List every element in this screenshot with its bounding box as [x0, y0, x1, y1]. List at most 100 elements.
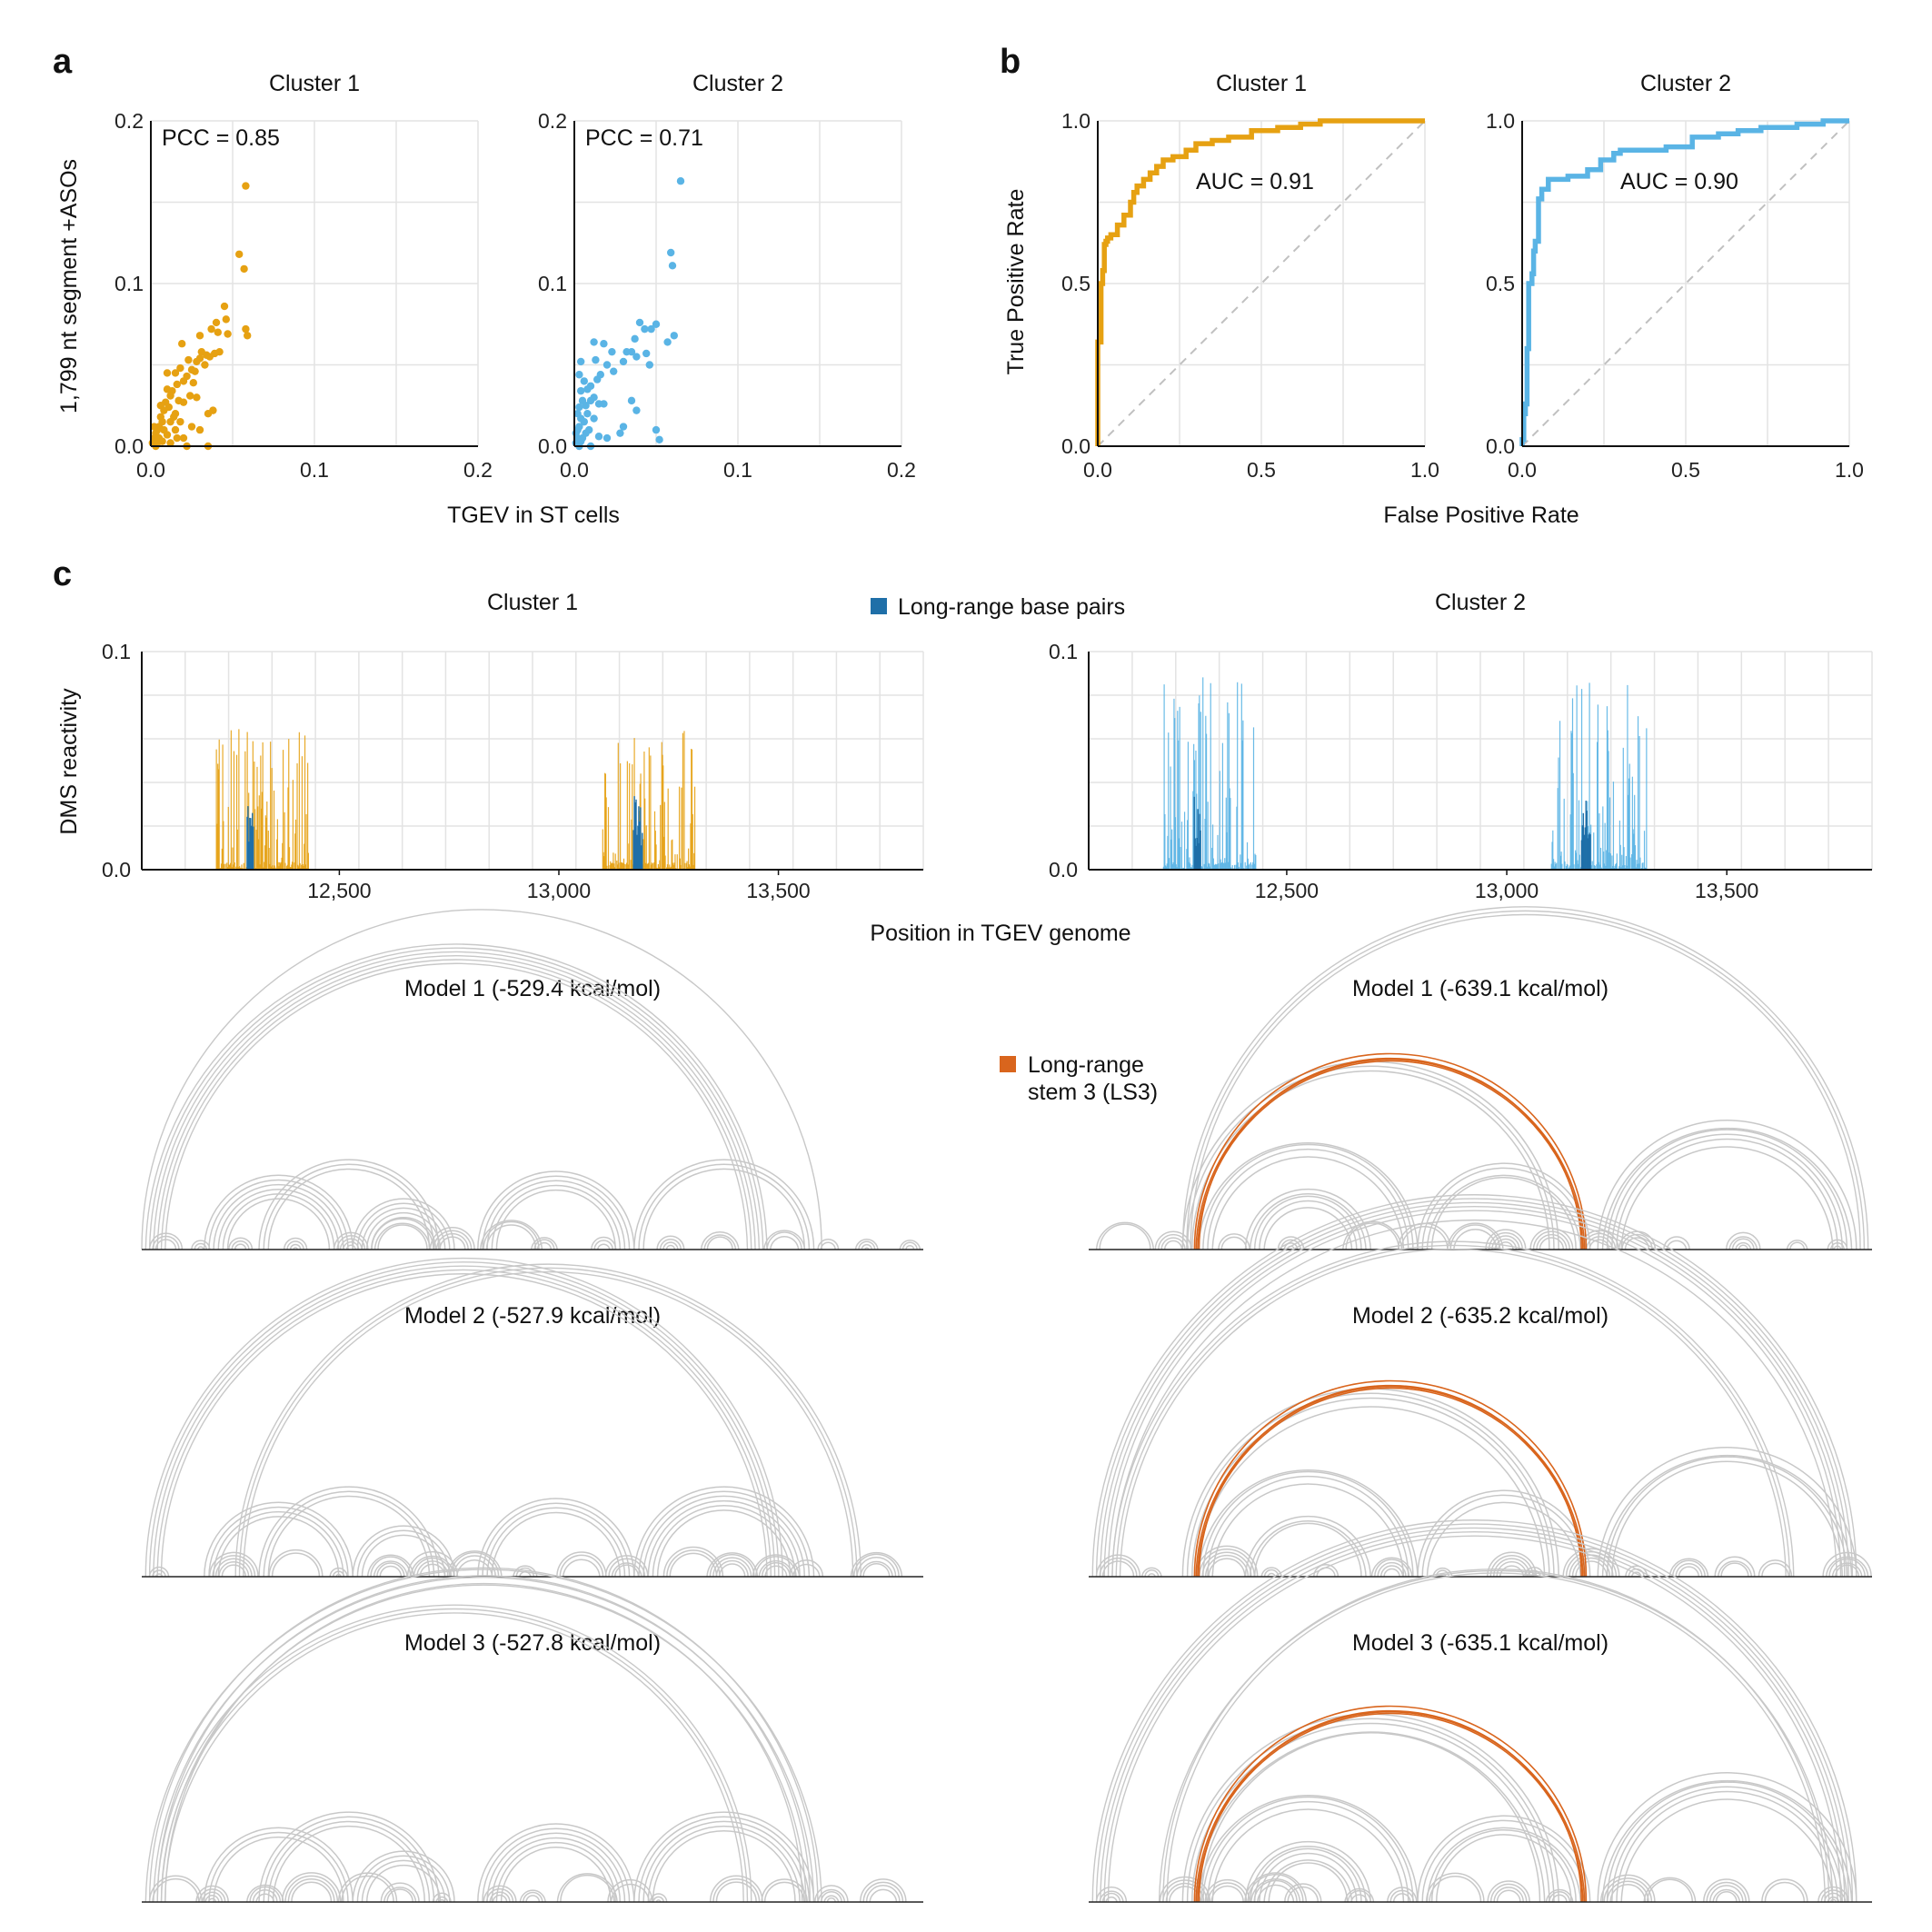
- arc-short: [1758, 1559, 1793, 1578]
- scatter-cluster1-point: [240, 264, 248, 274]
- roc-cluster2-xtick: 1.0: [1835, 458, 1864, 482]
- arc-short: [383, 1887, 417, 1903]
- arc-medium: [1186, 1392, 1555, 1578]
- arc-long: [238, 1267, 858, 1578]
- panel-a-xlabel: TGEV in ST cells: [447, 503, 620, 528]
- arc-short: [1825, 1556, 1869, 1578]
- arc-short: [649, 1893, 668, 1903]
- arc-short: [1489, 1883, 1528, 1903]
- arc-short: [1204, 1878, 1250, 1903]
- arc-short: [662, 1241, 679, 1250]
- dms-cluster1-title: Cluster 1: [487, 590, 578, 615]
- arc-short: [1565, 1550, 1618, 1578]
- arc-short: [329, 1567, 348, 1578]
- arc-short: [1532, 1230, 1571, 1250]
- scatter-cluster2-point: [663, 338, 672, 346]
- legend-swatch-longrange-bp: [871, 598, 887, 614]
- arc-medium: [1263, 1207, 1353, 1250]
- arc-short: [1165, 1882, 1205, 1903]
- dms-cluster1-xtick: 13,000: [527, 879, 591, 902]
- arc-short: [1714, 1556, 1756, 1578]
- arc-short: [766, 1231, 802, 1250]
- arc-short: [763, 1881, 805, 1903]
- arc-medium: [1601, 1454, 1853, 1578]
- arc-short: [1207, 1882, 1248, 1903]
- arc-short: [1392, 1893, 1411, 1903]
- arc-short: [198, 1888, 226, 1903]
- arc-short: [1827, 1239, 1848, 1250]
- arc-long: [1115, 1244, 1791, 1578]
- arc-medium: [642, 1820, 806, 1903]
- arc-short: [1383, 1568, 1400, 1578]
- arc-short: [332, 1570, 345, 1578]
- arc-short: [853, 1553, 900, 1578]
- arc-ls3: [1198, 1709, 1582, 1903]
- arc-short: [1429, 1876, 1482, 1903]
- arc-short: [1715, 1891, 1738, 1903]
- arc-long: [1100, 1201, 1849, 1578]
- arc-medium: [267, 1495, 431, 1578]
- arc-medium: [477, 1170, 635, 1250]
- arc-short: [231, 1240, 250, 1250]
- arc-short: [1786, 1240, 1808, 1250]
- roc-cluster1-title: Cluster 1: [1216, 71, 1307, 96]
- arc-long: [1095, 1523, 1854, 1903]
- panel-b-xlabel: False Positive Rate: [1383, 503, 1578, 528]
- arc-medium: [477, 1498, 635, 1578]
- arc-short: [820, 1241, 836, 1250]
- arc-medium: [1417, 1162, 1591, 1250]
- arc-short: [1095, 1886, 1128, 1903]
- arc-medium: [1421, 1494, 1587, 1578]
- arc-long: [164, 962, 749, 1250]
- arc-medium: [361, 1534, 446, 1578]
- arc-short: [560, 1874, 615, 1903]
- scatter-cluster1-point: [242, 324, 250, 334]
- arc-short: [862, 1563, 891, 1578]
- arc-ls3: [1197, 1712, 1584, 1903]
- scatter-cluster2-point: [580, 377, 588, 385]
- arc-short: [869, 1888, 898, 1903]
- scatter-cluster1-point: [166, 439, 174, 447]
- scatter-cluster2-point: [580, 417, 588, 426]
- arc-long: [153, 1265, 776, 1578]
- scatter-cluster1-annotation: PCC = 0.85: [162, 125, 280, 151]
- arc-long: [144, 1569, 822, 1903]
- arc-short: [703, 1234, 737, 1250]
- arc-short: [214, 1558, 253, 1578]
- arc-medium: [1211, 1808, 1405, 1903]
- arc-medium: [204, 1501, 354, 1578]
- arc-short: [556, 1873, 618, 1903]
- arc-medium: [638, 1490, 811, 1578]
- scatter-cluster1-point: [171, 425, 180, 434]
- dms-cluster2-title: Cluster 2: [1435, 590, 1526, 615]
- arc-medium: [213, 1836, 344, 1903]
- arc-medium: [1417, 1489, 1591, 1578]
- arc-short: [416, 1560, 449, 1578]
- arc-short: [1822, 1551, 1872, 1578]
- arc-short: [556, 1551, 607, 1578]
- arc-short: [1101, 1892, 1121, 1903]
- arc-medium: [633, 1486, 815, 1578]
- scatter-cluster2-point: [586, 382, 595, 390]
- arc-medium: [1244, 1840, 1372, 1903]
- scatter-cluster2-point: [603, 361, 612, 369]
- arc-medium: [213, 1183, 344, 1250]
- arc-ls3: [1195, 1711, 1586, 1903]
- arc-short: [596, 1243, 611, 1250]
- arc-short: [1210, 1885, 1244, 1903]
- roc-cluster1-xtick: 1.0: [1410, 458, 1439, 482]
- arc-model-title: Model 3 (-527.8 kcal/mol): [404, 1630, 661, 1656]
- arc-short: [1287, 1886, 1320, 1903]
- arc-short: [379, 1565, 403, 1578]
- scatter-cluster2-point: [622, 347, 631, 356]
- roc-cluster1-diagonal: [1097, 120, 1426, 447]
- arc-short: [435, 1896, 449, 1903]
- scatter-cluster1-point: [186, 392, 194, 400]
- arc-short: [483, 1885, 517, 1903]
- arc-short: [1621, 1233, 1653, 1250]
- arc-short: [525, 1895, 541, 1903]
- arc-long: [148, 1261, 780, 1578]
- arc-medium: [352, 1850, 455, 1903]
- arc-medium: [1597, 1120, 1857, 1250]
